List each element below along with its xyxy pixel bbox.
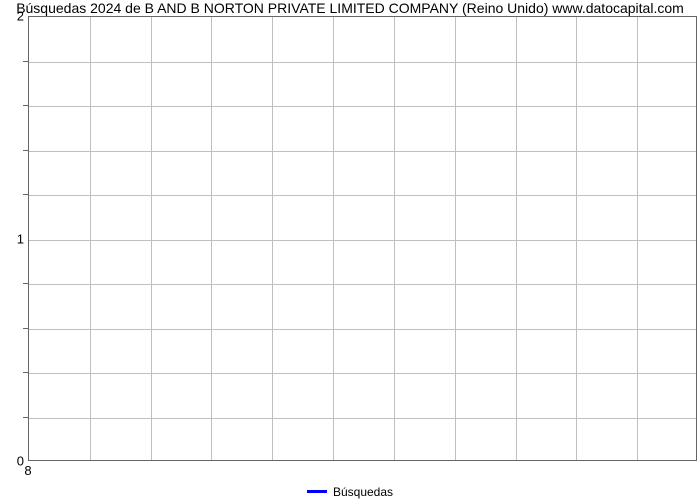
y-axis-minor-tick bbox=[23, 105, 28, 106]
y-axis-tick-label: 0 bbox=[0, 454, 24, 469]
gridline-horizontal bbox=[29, 195, 696, 196]
y-axis-minor-tick bbox=[23, 372, 28, 373]
gridline-vertical bbox=[90, 17, 91, 460]
gridline-vertical bbox=[272, 17, 273, 460]
gridline-horizontal bbox=[29, 62, 696, 63]
chart-legend: Búsquedas bbox=[0, 484, 700, 499]
legend-label: Búsquedas bbox=[333, 485, 393, 499]
chart-plot-area bbox=[28, 16, 697, 461]
y-axis-minor-tick bbox=[23, 61, 28, 62]
y-axis-minor-tick bbox=[23, 150, 28, 151]
gridline-horizontal bbox=[29, 329, 696, 330]
gridline-vertical bbox=[211, 17, 212, 460]
gridline-vertical bbox=[333, 17, 334, 460]
gridline-horizontal bbox=[29, 151, 696, 152]
y-axis-tick-label: 2 bbox=[0, 9, 24, 24]
gridline-horizontal bbox=[29, 240, 696, 241]
gridline-horizontal bbox=[29, 418, 696, 419]
x-axis-tick-label: 8 bbox=[24, 463, 31, 478]
gridline-horizontal bbox=[29, 373, 696, 374]
gridline-vertical bbox=[516, 17, 517, 460]
gridline-horizontal bbox=[29, 106, 696, 107]
gridline-vertical bbox=[394, 17, 395, 460]
gridline-vertical bbox=[576, 17, 577, 460]
chart-title: Búsquedas 2024 de B AND B NORTON PRIVATE… bbox=[0, 0, 700, 16]
y-axis-minor-tick bbox=[23, 417, 28, 418]
y-axis-tick-label: 1 bbox=[0, 231, 24, 246]
y-axis-minor-tick bbox=[23, 194, 28, 195]
y-axis-minor-tick bbox=[23, 328, 28, 329]
gridline-vertical bbox=[151, 17, 152, 460]
y-axis-minor-tick bbox=[23, 283, 28, 284]
gridline-vertical bbox=[637, 17, 638, 460]
legend-swatch bbox=[307, 490, 327, 493]
gridline-vertical bbox=[455, 17, 456, 460]
gridline-horizontal bbox=[29, 284, 696, 285]
